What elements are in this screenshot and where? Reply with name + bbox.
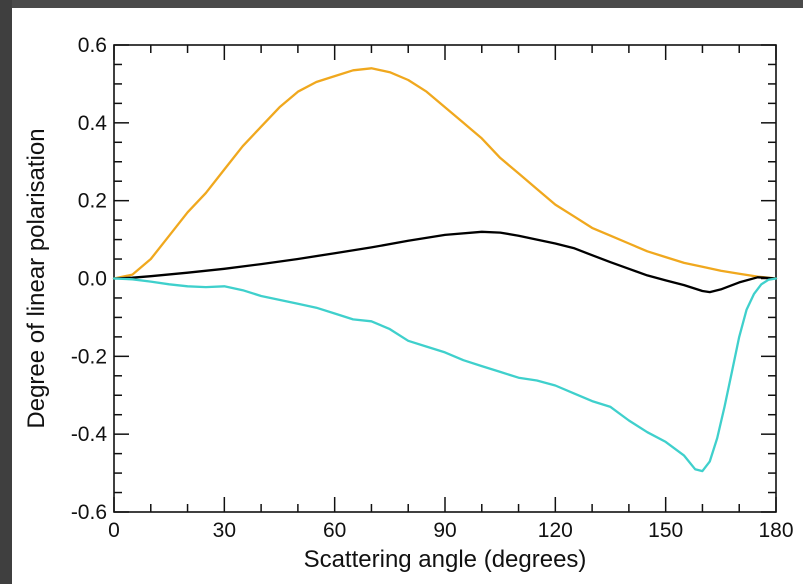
- series-line-2: [112, 230, 778, 294]
- window-frame-top: [0, 0, 803, 8]
- series-line-3: [112, 277, 778, 473]
- y-tick-label: 0.2: [78, 190, 107, 213]
- x-tick-label: 30: [213, 519, 236, 542]
- axis-ticks: [113, 44, 777, 513]
- series-lines: [112, 67, 778, 473]
- y-tick-label: -0.6: [71, 501, 107, 524]
- x-tick-label: 0: [108, 519, 120, 542]
- x-tick-label: 150: [648, 519, 683, 542]
- y-tick-label: 0.6: [78, 34, 107, 57]
- y-tick-label: -0.4: [71, 423, 108, 446]
- x-tick-label: 90: [433, 519, 456, 542]
- x-tick-label: 180: [758, 519, 793, 542]
- window-frame-left: [0, 0, 12, 584]
- plot-area-frame: [113, 44, 777, 513]
- y-tick-labels: -0.6 -0.4 -0.2 0.0 0.2 0.4 0.6: [71, 34, 108, 524]
- x-axis-title: Scattering angle (degrees): [304, 546, 587, 573]
- chart-panel: [12, 8, 803, 584]
- y-axis-title: Degree of linear polarisation: [23, 128, 50, 428]
- y-tick-label: -0.2: [71, 345, 107, 368]
- x-tick-label: 120: [538, 519, 573, 542]
- x-tick-label: 60: [323, 519, 346, 542]
- y-tick-label: 0.0: [78, 268, 107, 291]
- y-tick-label: 0.4: [78, 112, 108, 135]
- x-tick-labels: 0 30 60 90 120 150 180: [108, 519, 793, 542]
- series-line-1: [112, 67, 778, 280]
